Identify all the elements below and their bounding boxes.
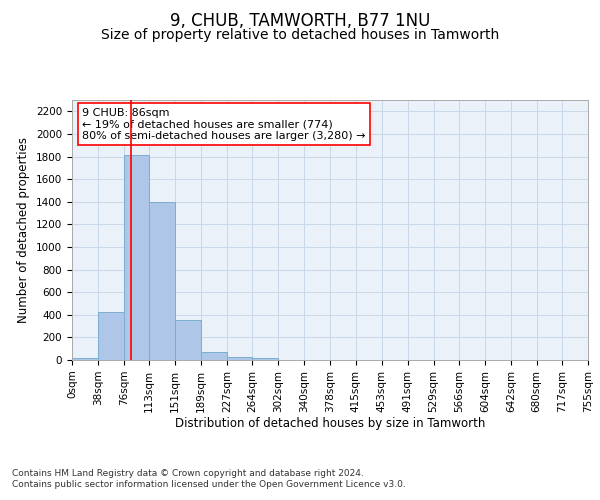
Text: Size of property relative to detached houses in Tamworth: Size of property relative to detached ho… <box>101 28 499 42</box>
Bar <box>253 358 278 360</box>
Bar <box>149 202 175 360</box>
Text: 9, CHUB, TAMWORTH, B77 1NU: 9, CHUB, TAMWORTH, B77 1NU <box>170 12 430 30</box>
X-axis label: Distribution of detached houses by size in Tamworth: Distribution of detached houses by size … <box>175 418 485 430</box>
Bar <box>124 156 149 360</box>
Text: 9 CHUB: 86sqm
← 19% of detached houses are smaller (774)
80% of semi-detached ho: 9 CHUB: 86sqm ← 19% of detached houses a… <box>82 108 366 141</box>
Bar <box>98 312 124 360</box>
Bar <box>175 320 201 360</box>
Text: Contains public sector information licensed under the Open Government Licence v3: Contains public sector information licen… <box>12 480 406 489</box>
Text: Contains HM Land Registry data © Crown copyright and database right 2024.: Contains HM Land Registry data © Crown c… <box>12 468 364 477</box>
Bar <box>72 358 98 360</box>
Bar <box>227 356 253 360</box>
Bar <box>201 352 227 360</box>
Y-axis label: Number of detached properties: Number of detached properties <box>17 137 31 323</box>
